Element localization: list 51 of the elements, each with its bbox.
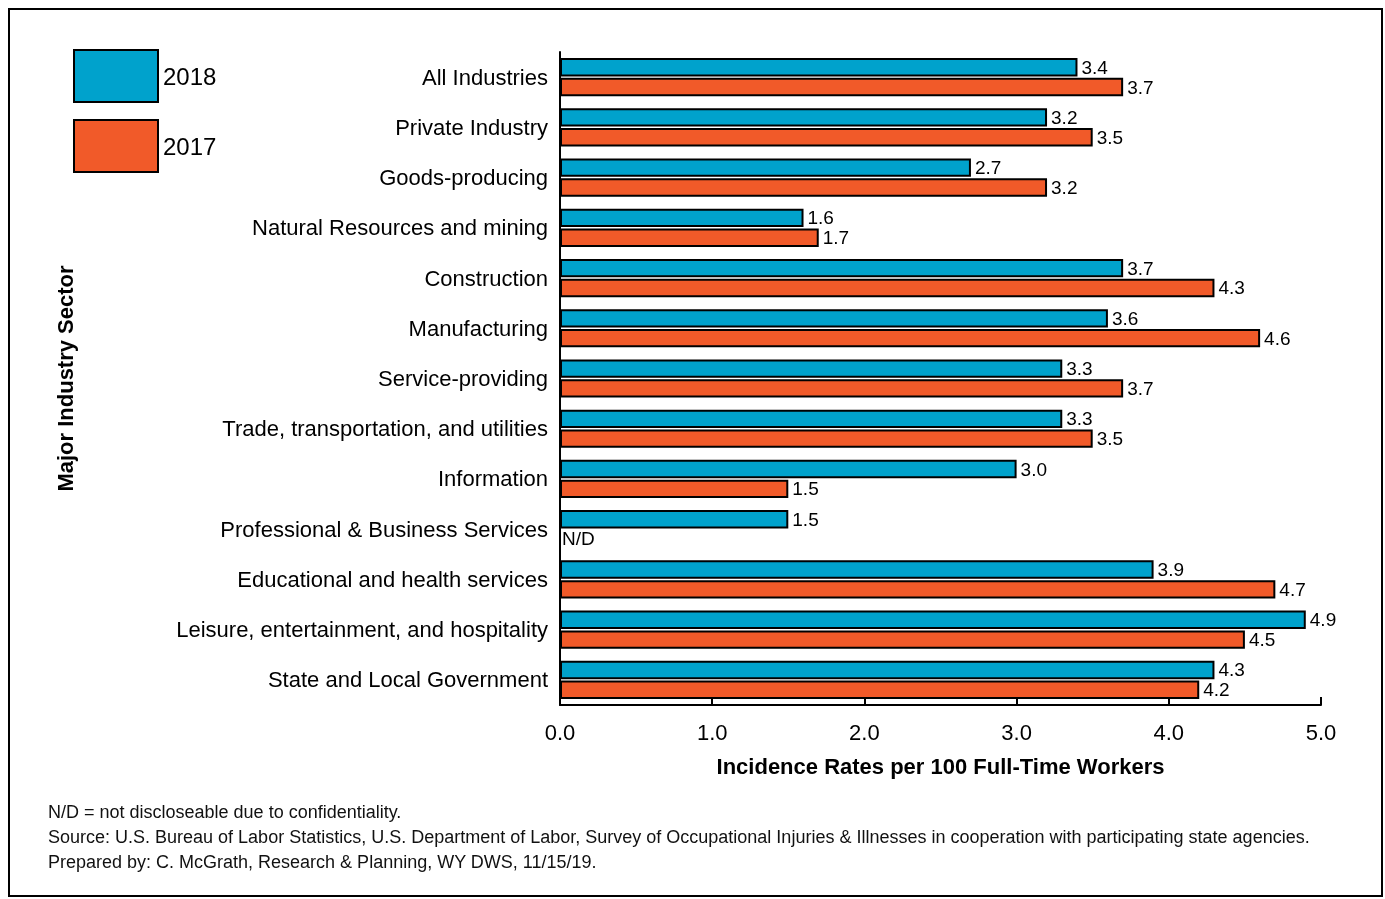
y-axis-title: Major Industry Sector [52, 264, 78, 492]
data-label: 1.5 [792, 508, 819, 530]
y-tick-label: State and Local Government [267, 667, 548, 693]
text: N/D [562, 527, 595, 549]
source-note: Source: U.S. Bureau of Labor Statistics, U.S. Department of Labor, Survey of Occupational Injuries & Illnesses in cooperation with participating state agencies. Prepared by: C. McGrath, Research & Planning, WY DWS, 11/15/19. [48, 826, 1311, 874]
data-label: 4.9 [1309, 609, 1337, 631]
x-tick-label: 3.0 [1001, 719, 1032, 745]
y-tick-label: Educational and health services [237, 566, 548, 592]
data-label: 3.4 [1081, 56, 1109, 78]
y-tick-label: Leisure, entertainment, and hospitality [176, 617, 548, 643]
data-label: 3.5 [1096, 126, 1124, 148]
data-label: 4.5 [1248, 629, 1276, 651]
legend-label: 2018 [163, 62, 217, 90]
x-tick-label: 0.0 [544, 719, 576, 745]
data-label: 4.3 [1218, 659, 1245, 681]
data-label: 3.7 [1127, 377, 1154, 399]
y-tick-label: Service-providing [378, 366, 548, 391]
data-label: 4.6 [1264, 327, 1291, 349]
data-label: 3.0 [1020, 458, 1048, 480]
data-label: 4.2 [1203, 679, 1230, 701]
data-label: 3.5 [1096, 428, 1124, 450]
data-label: 4.7 [1279, 578, 1306, 600]
legend-label: 2017 [163, 132, 217, 160]
data-label: 3.6 [1111, 307, 1139, 329]
y-tick-label: Private Industry [395, 114, 548, 140]
x-axis-title: Incidence Rates per 100 Full-Time Workers [716, 753, 1165, 779]
x-tick-label: 2.0 [849, 719, 880, 745]
data-label: 3.7 [1127, 76, 1154, 98]
y-tick-label: Trade, transportation, and utilities [222, 416, 548, 442]
data-label: 3.7 [1127, 257, 1154, 279]
data-label: 3.9 [1157, 559, 1184, 581]
y-tick-label: Natural Resources and mining [252, 215, 548, 241]
data-label: 3.3 [1066, 358, 1093, 380]
x-tick-label: 1.0 [696, 719, 728, 745]
data-label: 1.6 [807, 207, 834, 229]
x-tick-label: 5.0 [1305, 719, 1337, 745]
data-label: 3.2 [1051, 176, 1078, 198]
y-tick-label: Construction [424, 265, 548, 291]
data-label: 2.7 [974, 157, 1002, 179]
x-tick-label: 4.0 [1153, 719, 1185, 745]
y-tick-label: All Industries [422, 64, 548, 90]
y-tick-label: Manufacturing [408, 315, 548, 341]
data-label: 1.7 [822, 227, 850, 249]
y-tick-label: Goods-producing [379, 165, 548, 191]
data-label: 4.3 [1218, 277, 1245, 299]
text: N/D = not discloseable due to confidentiality. [48, 801, 403, 824]
data-label: 3.3 [1066, 408, 1093, 430]
data-label: 3.2 [1051, 106, 1078, 128]
y-tick-label: Information [437, 466, 548, 492]
y-tick-label: Professional & Business Services [220, 516, 548, 542]
data-label: 1.5 [792, 478, 819, 500]
